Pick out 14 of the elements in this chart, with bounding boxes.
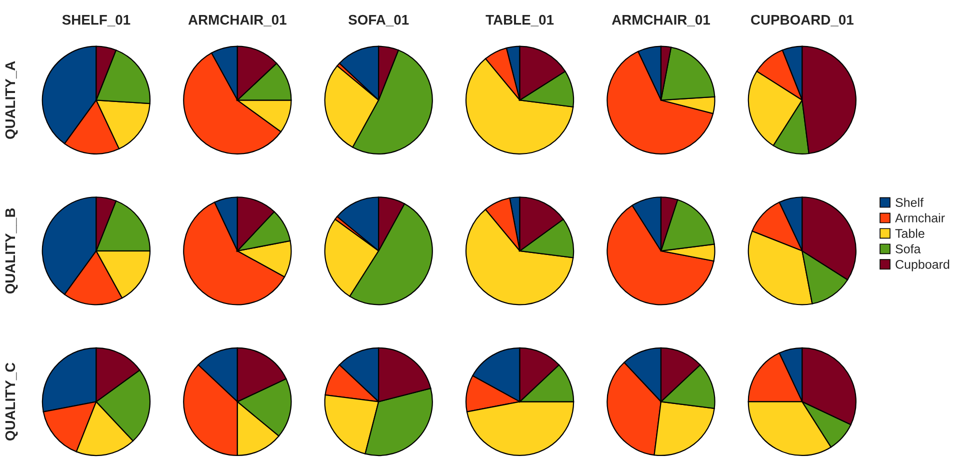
text: QUALITY_A bbox=[5, 61, 18, 139]
legend-label: Table bbox=[895, 228, 924, 238]
legend-label: Sofa bbox=[896, 244, 921, 254]
text: QUALITY__B bbox=[5, 208, 18, 294]
legend-label: Shelf bbox=[896, 198, 924, 207]
chart-title: CUPBOARD_01 bbox=[751, 14, 854, 26]
chart-title: ARMCHAIR_01 bbox=[612, 14, 710, 26]
chart-title: SHELF_01 bbox=[62, 14, 130, 26]
legend-label: Armchair bbox=[895, 213, 945, 222]
chart-title: SOFA_01 bbox=[348, 14, 409, 26]
chart-title: ARMCHAIR_01 bbox=[188, 14, 286, 26]
text: QUALITY_C bbox=[5, 362, 18, 440]
chart-title: TABLE_01 bbox=[486, 14, 554, 26]
legend-label: Cupboard bbox=[896, 260, 950, 272]
